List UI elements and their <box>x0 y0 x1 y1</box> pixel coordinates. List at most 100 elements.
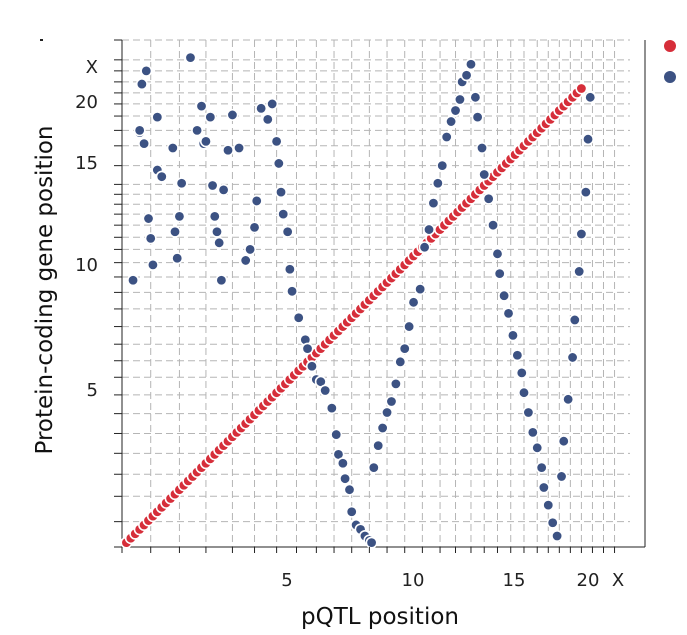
point-blue <box>537 481 550 494</box>
x-axis-ticks: 5 10 15 20 X <box>121 547 624 591</box>
point-blue <box>573 265 586 278</box>
point-blue <box>493 267 506 280</box>
point-blue <box>453 93 466 106</box>
legend <box>664 40 676 83</box>
point-blue <box>213 236 226 249</box>
point-blue <box>431 177 444 190</box>
point-blue <box>376 421 389 434</box>
point-blue <box>555 470 568 483</box>
point-blue <box>469 91 482 104</box>
point-blue <box>140 64 153 77</box>
point-blue <box>319 384 332 397</box>
point-blue <box>210 225 223 238</box>
point-blue <box>575 227 588 240</box>
point-blue <box>562 393 575 406</box>
x-tick-label: 5 <box>281 570 292 591</box>
x-tick-label: 15 <box>503 570 526 591</box>
point-blue <box>522 406 535 419</box>
point-blue <box>511 349 524 362</box>
point-blue <box>478 168 491 181</box>
point-blue <box>579 186 592 199</box>
point-blue <box>385 395 398 408</box>
series-red <box>120 82 588 549</box>
point-blue <box>381 406 394 419</box>
point-blue <box>283 263 296 276</box>
point-blue <box>389 377 402 390</box>
x-axis-title: pQTL position <box>301 604 459 630</box>
point-blue <box>215 274 228 287</box>
point-blue <box>440 130 453 143</box>
point-blue <box>250 194 263 207</box>
point-blue <box>476 142 489 155</box>
plot-frame <box>40 39 646 548</box>
point-blue <box>372 439 385 452</box>
point-blue <box>135 78 148 91</box>
y-tick-label: X <box>86 57 98 78</box>
point-blue <box>345 505 358 518</box>
point-blue <box>244 243 257 256</box>
point-blue <box>498 289 511 302</box>
point-blue <box>222 144 235 157</box>
point-blue <box>526 426 539 439</box>
point-blue <box>305 360 318 373</box>
point-blue <box>584 91 597 104</box>
point-blue <box>427 197 440 210</box>
point-blue <box>487 219 500 232</box>
point-blue <box>272 157 285 170</box>
point-blue <box>195 100 208 113</box>
legend-marker-blue <box>664 71 676 83</box>
point-blue <box>233 142 246 155</box>
point-blue <box>146 258 159 271</box>
y-tick-label: 5 <box>87 380 98 401</box>
point-blue <box>464 58 477 71</box>
point-blue <box>423 223 436 236</box>
point-blue <box>330 428 343 441</box>
point-blue <box>394 355 407 368</box>
point-blue <box>343 483 356 496</box>
point-blue <box>542 499 555 512</box>
point-blue <box>248 221 261 234</box>
point-blue <box>336 457 349 470</box>
point-blue <box>325 402 338 415</box>
point-blue <box>127 274 140 287</box>
point-blue <box>206 179 219 192</box>
point-blue <box>414 283 427 296</box>
point-blue <box>166 142 179 155</box>
point-blue <box>517 386 530 399</box>
point-blue <box>301 342 314 355</box>
point-blue <box>239 254 252 267</box>
point-blue <box>199 135 212 148</box>
point-blue <box>217 183 230 196</box>
x-tick-label: X <box>612 570 624 591</box>
point-blue <box>482 192 495 205</box>
point-blue <box>226 108 239 121</box>
x-tick-label: 10 <box>402 570 425 591</box>
point-blue <box>491 247 504 260</box>
point-blue <box>142 212 155 225</box>
point-blue <box>277 208 290 221</box>
point-blue <box>138 137 151 150</box>
point-blue <box>133 124 146 137</box>
point-blue <box>407 296 420 309</box>
point-blue <box>568 313 581 326</box>
point-blue <box>286 285 299 298</box>
y-axis-title: Protein-coding gene position <box>32 125 58 454</box>
point-blue <box>339 472 352 485</box>
y-axis-ticks: 5 10 15 20 X <box>75 39 122 548</box>
point-blue <box>566 351 579 364</box>
point-blue <box>365 536 378 549</box>
point-blue <box>208 210 221 223</box>
point-blue <box>403 320 416 333</box>
point-blue <box>460 69 473 82</box>
point-blue <box>275 186 288 199</box>
y-tick-label: 20 <box>75 92 98 113</box>
point-blue <box>398 342 411 355</box>
point-blue <box>445 115 458 128</box>
grid <box>121 39 630 548</box>
point-blue <box>155 170 168 183</box>
point-blue <box>191 124 204 137</box>
point-blue <box>418 241 431 254</box>
point-blue <box>266 97 279 110</box>
point-blue <box>151 111 164 124</box>
